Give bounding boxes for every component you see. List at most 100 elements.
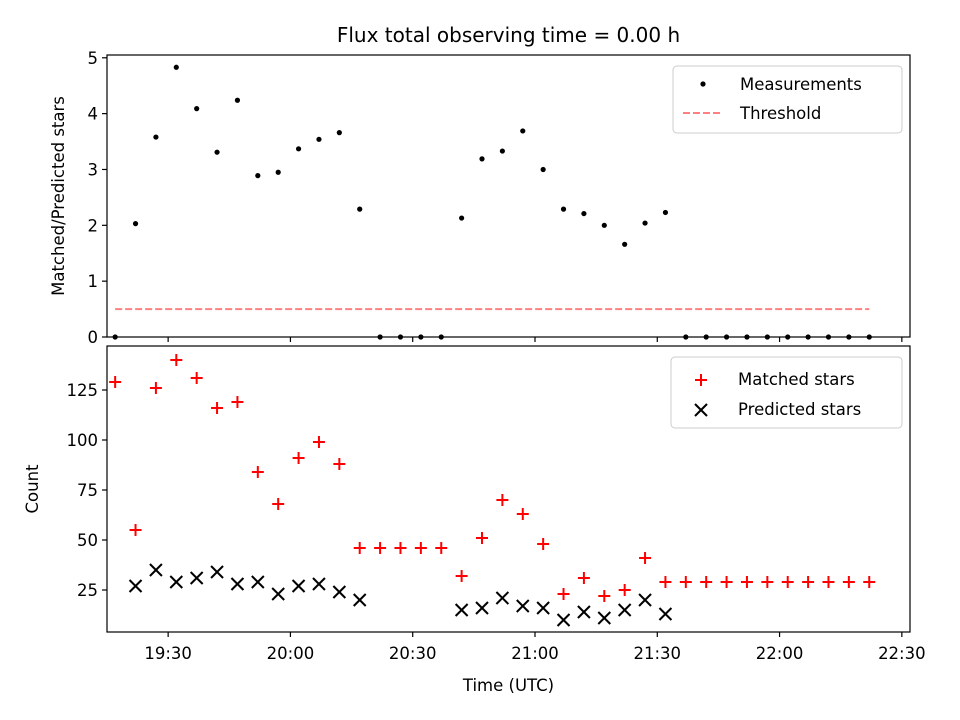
count-legend: Matched stars Predicted stars bbox=[670, 356, 903, 429]
matched-stars-point bbox=[109, 376, 122, 388]
matched-stars-point bbox=[435, 542, 448, 554]
time-x-axis: 19:30 20:00 20:30 21:00 21:30 22:00 22:30 bbox=[144, 632, 926, 663]
predicted-stars-point bbox=[353, 593, 367, 607]
matched-stars-legend-marker bbox=[695, 374, 707, 386]
measurements-point bbox=[418, 334, 424, 340]
predicted-stars-point bbox=[475, 601, 489, 615]
time-x-tick-label: 21:30 bbox=[633, 644, 681, 663]
ratio-panel: Flux total observing time = 0.00 h Match… bbox=[49, 23, 911, 347]
matched-stars-point bbox=[129, 524, 142, 536]
measurements-point bbox=[540, 166, 546, 173]
count-y-tick-label: 25 bbox=[77, 581, 98, 600]
matched-stars-point bbox=[577, 572, 590, 584]
ratio-y-tick-label: 5 bbox=[88, 49, 99, 68]
matched-stars-point bbox=[516, 508, 529, 520]
measurements-point bbox=[357, 206, 363, 212]
measurements-point bbox=[153, 134, 159, 140]
predicted-stars-point bbox=[332, 585, 347, 599]
measurements-point bbox=[316, 136, 322, 142]
measurements-point bbox=[275, 169, 281, 175]
count-y-tick-label: 75 bbox=[77, 481, 98, 500]
matched-stars-point bbox=[863, 576, 876, 588]
ratio-y-tick-label: 0 bbox=[88, 328, 99, 347]
predicted-stars-point bbox=[312, 577, 326, 591]
predicted-stars-point bbox=[577, 605, 591, 619]
count-panel: Count Time (UTC) 25 50 75 100 125 19:30 20:00… bbox=[23, 345, 926, 695]
matched-stars-point bbox=[598, 590, 611, 602]
matched-stars-point bbox=[496, 494, 509, 506]
measurements-point bbox=[173, 64, 179, 70]
predicted-stars-point bbox=[597, 611, 611, 625]
matched-stars-point bbox=[659, 576, 672, 588]
matched-stars-point bbox=[292, 452, 305, 464]
matched-stars-point bbox=[802, 576, 815, 588]
predicted-stars-point bbox=[516, 599, 530, 613]
count-series bbox=[109, 354, 876, 627]
measurements-legend-label: Measurements bbox=[740, 75, 862, 94]
predicted-stars-point bbox=[536, 601, 550, 615]
measurements-point bbox=[723, 334, 730, 340]
measurements-point bbox=[744, 334, 750, 340]
measurements-point bbox=[764, 334, 770, 340]
measurements-point bbox=[112, 334, 118, 340]
matched-stars-point bbox=[537, 538, 550, 550]
ratio-legend-box bbox=[672, 65, 903, 134]
measurements-point bbox=[255, 173, 261, 179]
matched-stars-point bbox=[842, 576, 855, 588]
measurements-point bbox=[397, 334, 404, 340]
matched-stars-point bbox=[618, 584, 631, 596]
predicted-stars-point bbox=[230, 577, 245, 591]
measurements-point bbox=[377, 334, 383, 340]
matched-stars-point bbox=[374, 542, 387, 554]
measurements-point bbox=[214, 149, 220, 155]
matched-stars-point bbox=[251, 466, 264, 478]
matched-stars-point bbox=[170, 354, 183, 366]
measurements-point bbox=[642, 220, 648, 226]
measurements-point bbox=[825, 334, 832, 340]
measurements-point bbox=[459, 215, 465, 221]
measurements-point bbox=[805, 334, 811, 340]
threshold-legend-label: Threshold bbox=[739, 104, 821, 123]
ratio-y-tick-label: 4 bbox=[88, 105, 99, 124]
count-y-tick-label: 100 bbox=[67, 431, 99, 450]
predicted-stars-legend-marker bbox=[694, 403, 708, 417]
measurements-point bbox=[662, 209, 669, 216]
matched-stars-point bbox=[781, 576, 794, 588]
ratio-y-tick-label: 1 bbox=[88, 272, 99, 291]
measurements-point bbox=[132, 221, 139, 227]
measurements-legend-marker bbox=[700, 81, 706, 87]
matched-stars-point bbox=[740, 576, 753, 588]
measurements-point bbox=[785, 334, 791, 340]
matched-stars-point bbox=[272, 498, 285, 510]
matched-stars-point bbox=[211, 402, 224, 414]
matched-stars-point bbox=[455, 570, 468, 582]
measurements-point bbox=[194, 106, 200, 112]
predicted-stars-point bbox=[658, 607, 673, 621]
predicted-stars-point bbox=[495, 591, 510, 605]
time-x-axis-label: Time (UTC) bbox=[462, 676, 554, 695]
measurements-point bbox=[601, 222, 607, 228]
time-x-tick-label: 19:30 bbox=[144, 644, 192, 663]
count-y-tick-label: 50 bbox=[77, 531, 98, 550]
time-x-tick-label: 22:30 bbox=[878, 644, 926, 663]
matched-stars-point bbox=[333, 458, 346, 470]
predicted-stars-point bbox=[149, 563, 163, 577]
predicted-stars-point bbox=[210, 565, 224, 579]
measurements-point bbox=[438, 334, 444, 340]
predicted-stars-point bbox=[189, 571, 204, 585]
matched-stars-point bbox=[557, 588, 570, 600]
ratio-y-axis-label: Matched/Predicted stars bbox=[49, 96, 68, 296]
ratio-legend: Measurements Threshold bbox=[672, 65, 903, 134]
matched-stars-point bbox=[761, 576, 774, 588]
matched-stars-point bbox=[679, 576, 692, 588]
predicted-stars-point bbox=[638, 593, 652, 607]
time-x-tick-label: 22:00 bbox=[756, 644, 804, 663]
time-x-tick-label: 21:00 bbox=[511, 644, 559, 663]
predicted-stars-point bbox=[291, 579, 306, 593]
count-y-axis: 25 50 75 100 125 bbox=[67, 381, 107, 600]
measurements-point bbox=[622, 241, 628, 247]
measurements-point bbox=[560, 206, 567, 212]
measurements-point bbox=[683, 334, 689, 340]
measurements-point bbox=[295, 146, 302, 152]
